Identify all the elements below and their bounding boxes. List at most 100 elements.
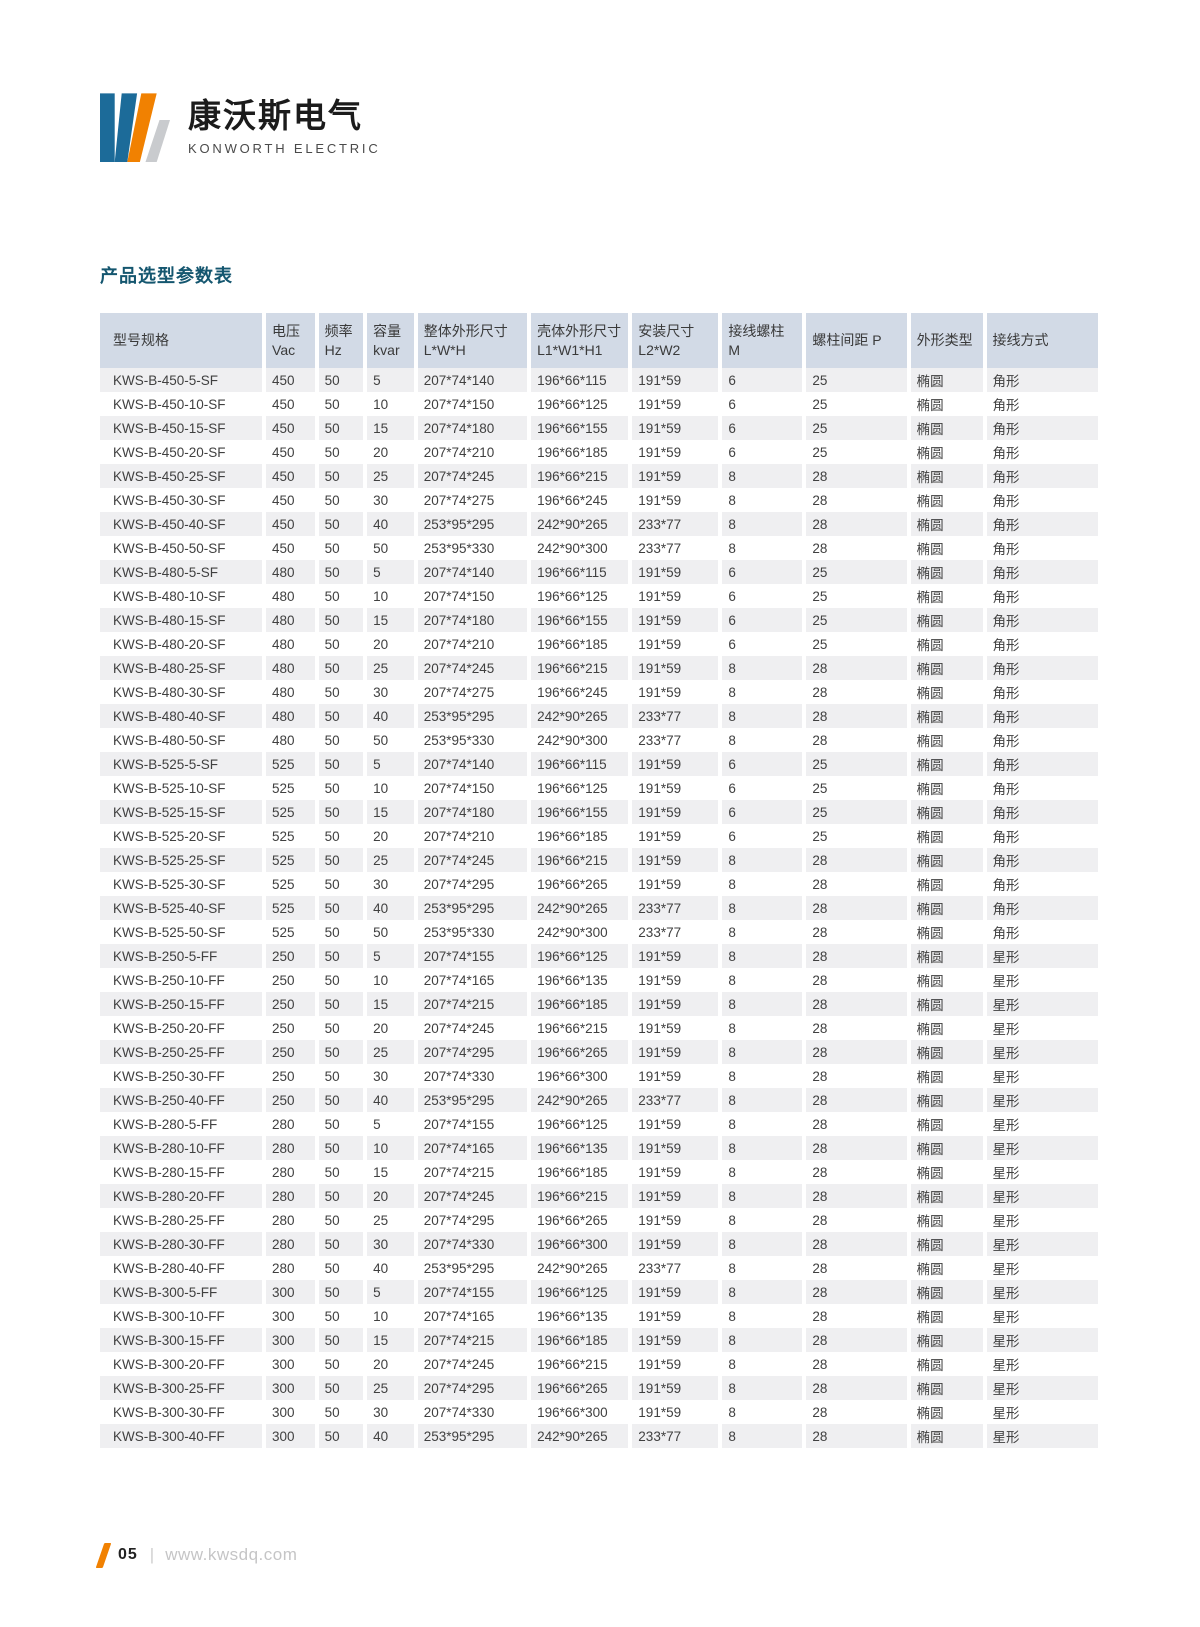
cell-install: 233*77 [632, 1424, 719, 1448]
cell-capacity: 20 [367, 632, 414, 656]
cell-freq: 50 [318, 848, 364, 872]
cell-install: 233*77 [632, 704, 719, 728]
cell-wiring: 星形 [986, 1328, 1098, 1352]
cell-wiring: 星形 [986, 1064, 1098, 1088]
cell-install: 233*77 [632, 512, 719, 536]
cell-spacing: 28 [806, 1328, 907, 1352]
cell-overall: 207*74*275 [417, 680, 528, 704]
cell-wiring: 角形 [986, 872, 1098, 896]
table-row: KWS-B-525-25-SF 525 50 25 207*74*245 196*66*2… [100, 848, 1098, 872]
cell-install: 191*59 [632, 488, 719, 512]
cell-freq: 50 [318, 1376, 364, 1400]
col-header-freq: 频率 Hz [318, 313, 364, 368]
cell-shell: 196*66*115 [531, 560, 629, 584]
cell-spacing: 28 [806, 704, 907, 728]
cell-capacity: 15 [367, 1328, 414, 1352]
cell-shell: 242*90*300 [531, 536, 629, 560]
cell-model: KWS-B-450-25-SF [100, 464, 263, 488]
col-header-overall: 整体外形尺寸 L*W*H [417, 313, 528, 368]
cell-shell: 242*90*265 [531, 1088, 629, 1112]
cell-stud: 6 [722, 800, 803, 824]
cell-voltage: 250 [266, 992, 315, 1016]
cell-install: 191*59 [632, 560, 719, 584]
cell-shape: 椭圆 [910, 1136, 983, 1160]
col-header-voltage: 电压 Vac [266, 313, 315, 368]
cell-spacing: 28 [806, 1016, 907, 1040]
cell-shape: 椭圆 [910, 872, 983, 896]
cell-stud: 8 [722, 1184, 803, 1208]
cell-model: KWS-B-250-20-FF [100, 1016, 263, 1040]
cell-stud: 6 [722, 752, 803, 776]
logo-mark-blue-bar [100, 93, 115, 162]
cell-stud: 8 [722, 1280, 803, 1304]
cell-freq: 50 [318, 1232, 364, 1256]
cell-overall: 253*95*330 [417, 536, 528, 560]
cell-overall: 207*74*275 [417, 488, 528, 512]
cell-stud: 6 [722, 632, 803, 656]
cell-wiring: 星形 [986, 1424, 1098, 1448]
product-selection-table: 型号规格 电压 Vac 频率 Hz 容量 kvar 整体外形尺寸 L*W*H 壳体外形尺寸 L1*W… [96, 313, 1102, 1448]
cell-model: KWS-B-300-40-FF [100, 1424, 263, 1448]
cell-spacing: 25 [806, 560, 907, 584]
cell-stud: 8 [722, 1400, 803, 1424]
cell-model: KWS-B-480-25-SF [100, 656, 263, 680]
table-row: KWS-B-280-5-FF 280 50 5 207*74*155 196*66*125… [100, 1112, 1098, 1136]
cell-install: 233*77 [632, 920, 719, 944]
cell-voltage: 450 [266, 440, 315, 464]
cell-overall: 207*74*165 [417, 968, 528, 992]
cell-voltage: 280 [266, 1184, 315, 1208]
cell-model: KWS-B-250-15-FF [100, 992, 263, 1016]
cell-install: 191*59 [632, 848, 719, 872]
cell-shape: 椭圆 [910, 1160, 983, 1184]
table-row: KWS-B-300-40-FF 300 50 40 253*95*295 242*90*2… [100, 1424, 1098, 1448]
cell-freq: 50 [318, 872, 364, 896]
table-row: KWS-B-480-50-SF 480 50 50 253*95*330 242*90*3… [100, 728, 1098, 752]
cell-wiring: 角形 [986, 584, 1098, 608]
cell-voltage: 250 [266, 1016, 315, 1040]
cell-capacity: 25 [367, 1208, 414, 1232]
cell-shell: 196*66*125 [531, 944, 629, 968]
cell-model: KWS-B-250-30-FF [100, 1064, 263, 1088]
cell-stud: 8 [722, 968, 803, 992]
cell-install: 191*59 [632, 392, 719, 416]
table-row: KWS-B-480-40-SF 480 50 40 253*95*295 242*90*2… [100, 704, 1098, 728]
cell-freq: 50 [318, 920, 364, 944]
cell-capacity: 15 [367, 992, 414, 1016]
table-row: KWS-B-450-20-SF 450 50 20 207*74*210 196*66*1… [100, 440, 1098, 464]
logo-mark-blue-diagonal [114, 93, 138, 162]
cell-spacing: 28 [806, 848, 907, 872]
cell-freq: 50 [318, 1112, 364, 1136]
cell-install: 191*59 [632, 1136, 719, 1160]
cell-install: 191*59 [632, 1304, 719, 1328]
table-row: KWS-B-300-15-FF 300 50 15 207*74*215 196*66*1… [100, 1328, 1098, 1352]
cell-shell: 242*90*265 [531, 1424, 629, 1448]
cell-freq: 50 [318, 1040, 364, 1064]
table-row: KWS-B-300-10-FF 300 50 10 207*74*165 196*66*1… [100, 1304, 1098, 1328]
cell-spacing: 28 [806, 1352, 907, 1376]
cell-capacity: 25 [367, 656, 414, 680]
cell-shell: 196*66*215 [531, 1352, 629, 1376]
cell-shell: 196*66*265 [531, 1040, 629, 1064]
cell-capacity: 30 [367, 488, 414, 512]
cell-spacing: 28 [806, 920, 907, 944]
cell-shell: 196*66*185 [531, 440, 629, 464]
cell-capacity: 20 [367, 440, 414, 464]
cell-shell: 196*66*135 [531, 1136, 629, 1160]
cell-wiring: 星形 [986, 968, 1098, 992]
cell-capacity: 10 [367, 1136, 414, 1160]
cell-voltage: 250 [266, 1088, 315, 1112]
cell-wiring: 角形 [986, 440, 1098, 464]
cell-stud: 6 [722, 824, 803, 848]
cell-shape: 椭圆 [910, 488, 983, 512]
cell-voltage: 300 [266, 1400, 315, 1424]
cell-overall: 207*74*210 [417, 824, 528, 848]
cell-shape: 椭圆 [910, 824, 983, 848]
logo-mark-gray-diagonal [145, 120, 170, 162]
footer-slash-icon [95, 1542, 112, 1568]
cell-shell: 196*66*155 [531, 608, 629, 632]
cell-install: 191*59 [632, 1064, 719, 1088]
cell-stud: 8 [722, 1088, 803, 1112]
table-row: KWS-B-280-15-FF 280 50 15 207*74*215 196*66*1… [100, 1160, 1098, 1184]
cell-voltage: 280 [266, 1208, 315, 1232]
cell-shape: 椭圆 [910, 584, 983, 608]
